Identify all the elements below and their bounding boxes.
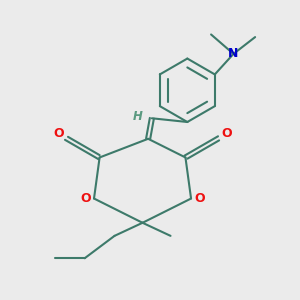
Text: O: O — [80, 192, 91, 205]
Text: O: O — [194, 192, 205, 205]
Text: H: H — [133, 110, 142, 122]
Text: N: N — [228, 47, 239, 60]
Text: O: O — [53, 127, 64, 140]
Text: O: O — [221, 127, 232, 140]
